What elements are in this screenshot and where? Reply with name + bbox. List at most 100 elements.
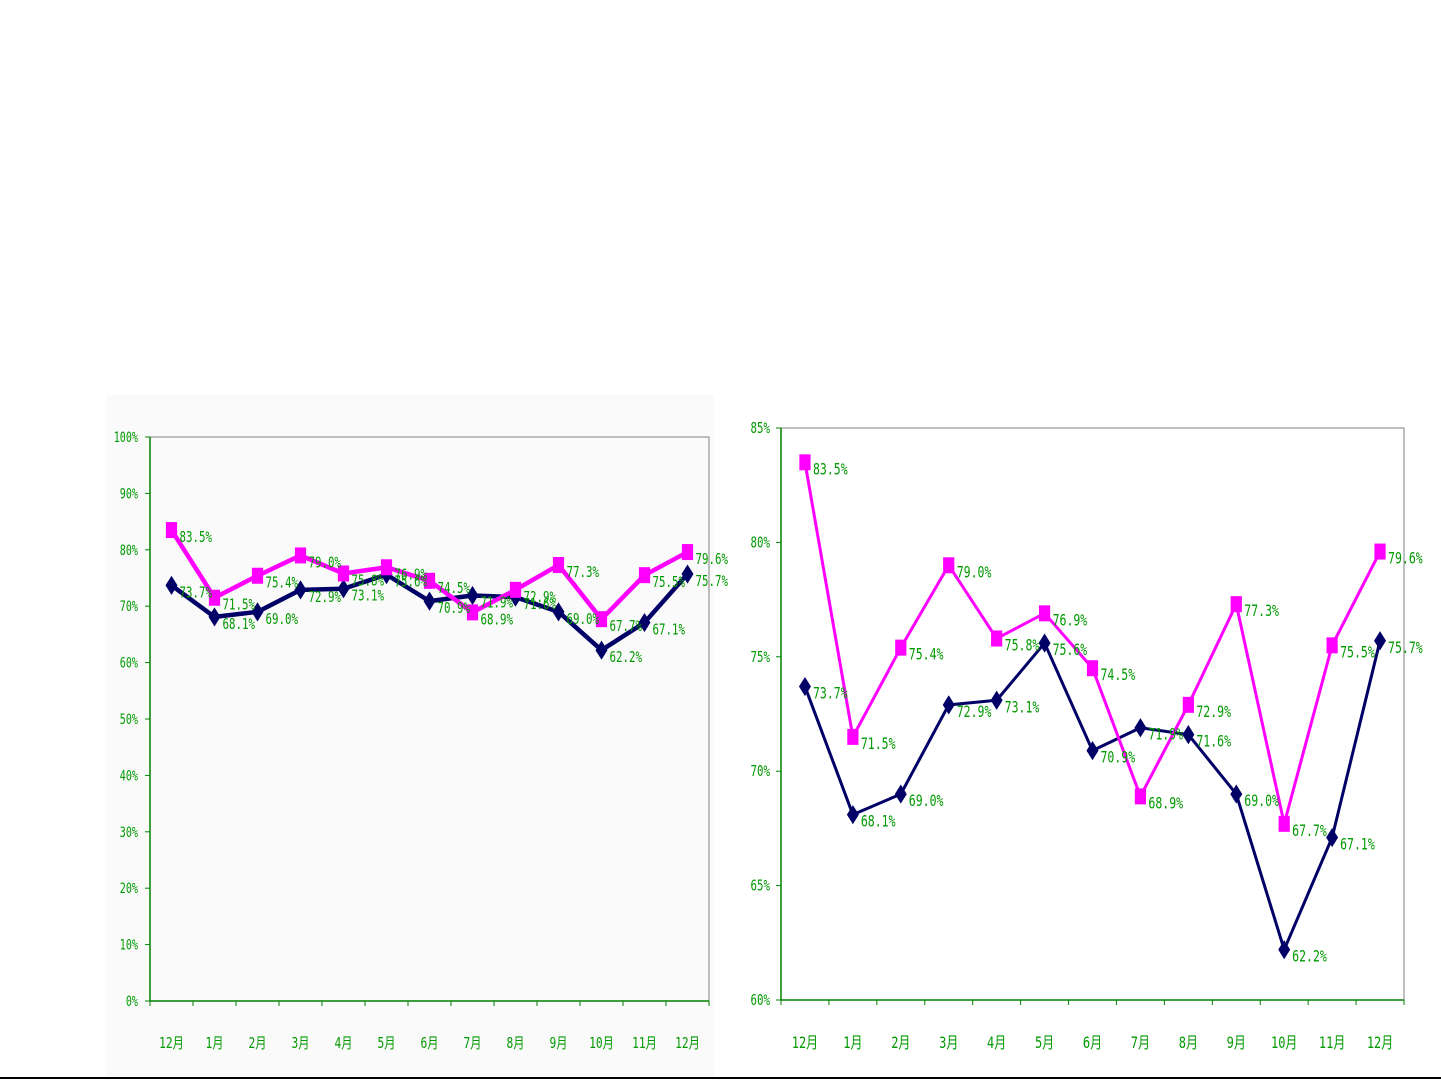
data-label-series_b: 62.2% xyxy=(1292,948,1327,966)
y-tick-label: 10% xyxy=(120,937,139,953)
x-tick-label: 1月 xyxy=(843,1034,862,1052)
data-label-series_a: 77.3% xyxy=(567,564,600,581)
y-tick-label: 50% xyxy=(120,711,139,727)
y-tick-label: 30% xyxy=(120,824,139,840)
y-tick-label: 90% xyxy=(120,486,139,502)
y-tick-label: 70% xyxy=(120,599,139,615)
x-tick-label: 4月 xyxy=(334,1036,352,1053)
data-label-series_a: 75.5% xyxy=(1340,644,1375,662)
y-tick-label: 85% xyxy=(751,420,771,437)
data-label-series_b: 73.7% xyxy=(180,585,213,602)
data-label-series_b: 70.9% xyxy=(1101,749,1136,767)
y-tick-label: 60% xyxy=(120,655,139,671)
x-tick-label: 7月 xyxy=(463,1036,481,1053)
data-label-series_b: 75.7% xyxy=(696,573,729,590)
data-label-series_a: 72.9% xyxy=(1196,703,1231,721)
y-tick-label: 100% xyxy=(114,429,139,445)
data-point-series_a xyxy=(1038,605,1051,622)
data-point-series_b xyxy=(423,591,436,611)
data-label-series_b: 73.1% xyxy=(1005,698,1040,716)
data-point-series_a xyxy=(337,565,350,582)
data-point-series_a xyxy=(1278,815,1290,832)
data-point-series_a xyxy=(1326,637,1338,654)
x-tick-label: 6月 xyxy=(420,1036,438,1053)
data-point-series_a xyxy=(991,630,1003,647)
data-label-series_a: 71.5% xyxy=(861,735,896,753)
data-point-series_b xyxy=(1326,827,1339,848)
x-tick-label: 12月 xyxy=(675,1036,700,1053)
bottom-rule xyxy=(0,1077,1441,1079)
data-label-series_b: 68.1% xyxy=(861,813,896,831)
data-point-series_a xyxy=(799,454,811,471)
data-label-series_b: 71.9% xyxy=(481,595,514,612)
y-tick-label: 0% xyxy=(126,993,139,1009)
x-tick-label: 2月 xyxy=(248,1036,266,1053)
data-label-series_b: 69.0% xyxy=(909,792,944,810)
x-tick-label: 8月 xyxy=(506,1036,524,1053)
data-label-series_b: 70.9% xyxy=(438,600,471,617)
y-tick-label: 75% xyxy=(751,649,771,666)
y-tick-label: 80% xyxy=(120,542,139,558)
x-tick-label: 6月 xyxy=(1083,1034,1102,1052)
data-point-series_a xyxy=(380,559,393,576)
series-line-series_a xyxy=(803,462,1382,826)
x-tick-label: 4月 xyxy=(987,1034,1006,1052)
data-label-series_b: 75.6% xyxy=(395,574,428,591)
data-point-series_b xyxy=(846,805,859,825)
data-label-series_a: 79.0% xyxy=(957,564,992,582)
data-label-series_a: 76.9% xyxy=(1053,612,1088,630)
data-point-series_a xyxy=(165,522,178,539)
data-point-series_b xyxy=(1134,718,1147,738)
x-tick-label: 7月 xyxy=(1131,1034,1150,1052)
data-point-series_a xyxy=(1182,696,1194,713)
data-label-series_b: 72.9% xyxy=(957,703,992,721)
x-tick-label: 10月 xyxy=(1271,1034,1297,1052)
data-label-series_a: 67.7% xyxy=(610,619,643,636)
data-point-series_b xyxy=(251,602,264,622)
data-label-series_b: 69.0% xyxy=(567,611,600,628)
y-tick-label: 40% xyxy=(120,768,139,784)
data-point-series_a xyxy=(681,544,694,561)
data-point-series_a xyxy=(895,639,907,656)
data-point-series_a xyxy=(294,547,307,564)
x-tick-label: 9月 xyxy=(549,1036,567,1053)
plot-frame xyxy=(780,427,1405,1001)
data-label-series_b: 71.6% xyxy=(524,597,557,614)
x-tick-label: 9月 xyxy=(1227,1034,1246,1052)
data-label-series_b: 73.1% xyxy=(352,588,385,605)
data-label-series_a: 79.0% xyxy=(309,555,342,572)
data-label-series_b: 67.1% xyxy=(1340,836,1375,854)
y-tick-label: 80% xyxy=(751,535,771,552)
data-point-series_a xyxy=(552,557,565,574)
series-line-series_b xyxy=(803,640,1382,952)
data-label-series_b: 62.2% xyxy=(610,650,643,667)
data-label-series_b: 68.1% xyxy=(223,616,256,633)
data-label-series_a: 75.4% xyxy=(266,575,299,592)
data-point-series_b xyxy=(1086,741,1099,761)
data-label-series_a: 68.9% xyxy=(1148,795,1183,813)
x-tick-label: 12月 xyxy=(159,1036,184,1053)
data-label-series_a: 79.6% xyxy=(696,551,729,568)
data-point-series_b xyxy=(1278,940,1291,960)
data-point-series_b xyxy=(552,602,565,622)
data-point-series_b xyxy=(798,676,811,697)
data-label-series_b: 75.6% xyxy=(1053,641,1088,659)
x-tick-label: 10月 xyxy=(589,1036,614,1053)
data-point-series_b xyxy=(638,612,651,633)
data-label-series_a: 72.9% xyxy=(524,589,557,606)
data-label-series_b: 71.9% xyxy=(1148,726,1183,744)
data-label-series_a: 76.9% xyxy=(395,567,428,584)
data-point-series_b xyxy=(165,575,178,595)
data-label-series_b: 69.0% xyxy=(266,611,299,628)
x-tick-label: 11月 xyxy=(632,1036,657,1053)
x-tick-label: 5月 xyxy=(1035,1034,1054,1052)
x-tick-label: 11月 xyxy=(1319,1034,1345,1052)
y-tick-label: 65% xyxy=(751,878,771,895)
data-point-series_a xyxy=(847,728,859,745)
x-tick-label: 3月 xyxy=(939,1034,958,1052)
x-tick-label: 5月 xyxy=(377,1036,395,1053)
data-label-series_b: 69.0% xyxy=(1244,792,1279,810)
data-point-series_a xyxy=(638,567,651,584)
data-point-series_b xyxy=(1374,631,1387,651)
x-tick-label: 12月 xyxy=(1367,1034,1393,1052)
